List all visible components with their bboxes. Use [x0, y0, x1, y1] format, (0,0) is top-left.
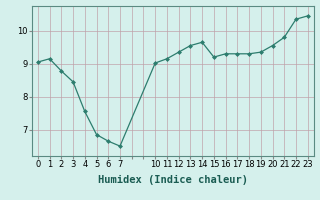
- X-axis label: Humidex (Indice chaleur): Humidex (Indice chaleur): [98, 175, 248, 185]
